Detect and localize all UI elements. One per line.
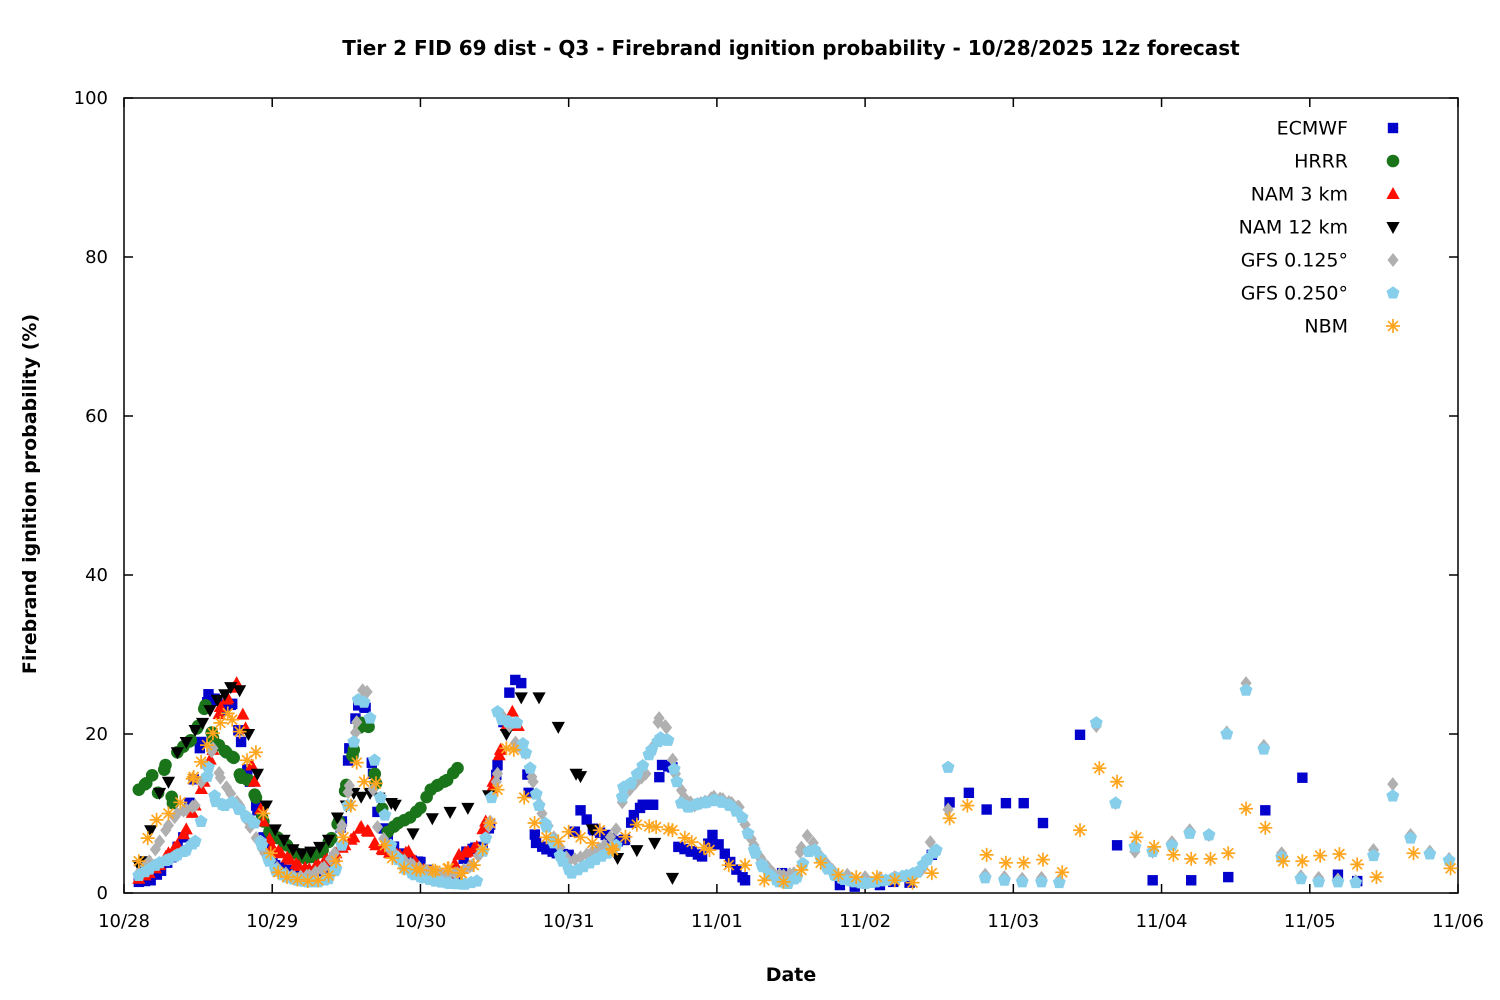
y-tick-label: 20 bbox=[85, 724, 108, 745]
y-tick-label: 80 bbox=[85, 247, 108, 268]
x-ticks: 10/28 10/29 10/30 10/31 11/01 11/02 11/03 11/04… bbox=[98, 98, 1484, 932]
legend-label: HRRR bbox=[1294, 151, 1348, 173]
legend-label: NBM bbox=[1304, 316, 1348, 338]
x-tick-label: 11/06 bbox=[1432, 911, 1484, 932]
legend-label: GFS 0.125° bbox=[1241, 250, 1348, 272]
legend-item-gfs-0-250-: GFS 0.250° bbox=[1241, 283, 1400, 305]
x-tick-label: 10/28 bbox=[98, 911, 150, 932]
legend-label: ECMWF bbox=[1277, 118, 1348, 140]
legend-item-hrrr: HRRR bbox=[1294, 151, 1400, 173]
legend-item-ecmwf: ECMWF bbox=[1277, 118, 1399, 140]
legend-label: NAM 12 km bbox=[1239, 217, 1348, 239]
x-tick-label: 10/31 bbox=[543, 911, 595, 932]
legend-item-nbm: NBM bbox=[1304, 316, 1400, 338]
legend-item-nam-3-km: NAM 3 km bbox=[1251, 184, 1400, 206]
legend-label: GFS 0.250° bbox=[1241, 283, 1348, 305]
legend: ECMWF HRRR NAM 3 km NAM 12 km GFS 0.125° GFS … bbox=[1239, 118, 1400, 338]
legend-item-nam-12-km: NAM 12 km bbox=[1239, 217, 1400, 239]
y-tick-label: 100 bbox=[74, 88, 108, 109]
legend-label: NAM 3 km bbox=[1251, 184, 1348, 206]
x-tick-label: 11/02 bbox=[839, 911, 891, 932]
x-tick-label: 10/29 bbox=[246, 911, 298, 932]
y-tick-label: 60 bbox=[85, 406, 108, 427]
legend-item-gfs-0-125-: GFS 0.125° bbox=[1241, 250, 1399, 272]
x-tick-label: 11/01 bbox=[691, 911, 743, 932]
chart-title: Tier 2 FID 69 dist - Q3 - Firebrand igni… bbox=[342, 36, 1240, 60]
x-tick-label: 11/03 bbox=[987, 911, 1039, 932]
x-axis-label: Date bbox=[765, 964, 817, 986]
y-axis-label: Firebrand ignition probability (%) bbox=[19, 313, 41, 675]
y-ticks: 0 20 40 60 80 100 bbox=[74, 88, 1458, 904]
y-tick-label: 40 bbox=[85, 565, 108, 586]
series-nbm bbox=[131, 706, 1458, 890]
x-tick-label: 11/04 bbox=[1136, 911, 1188, 932]
y-tick-label: 0 bbox=[97, 883, 108, 904]
axes bbox=[123, 97, 1459, 894]
x-tick-label: 11/05 bbox=[1284, 911, 1336, 932]
x-tick-label: 10/30 bbox=[395, 911, 447, 932]
